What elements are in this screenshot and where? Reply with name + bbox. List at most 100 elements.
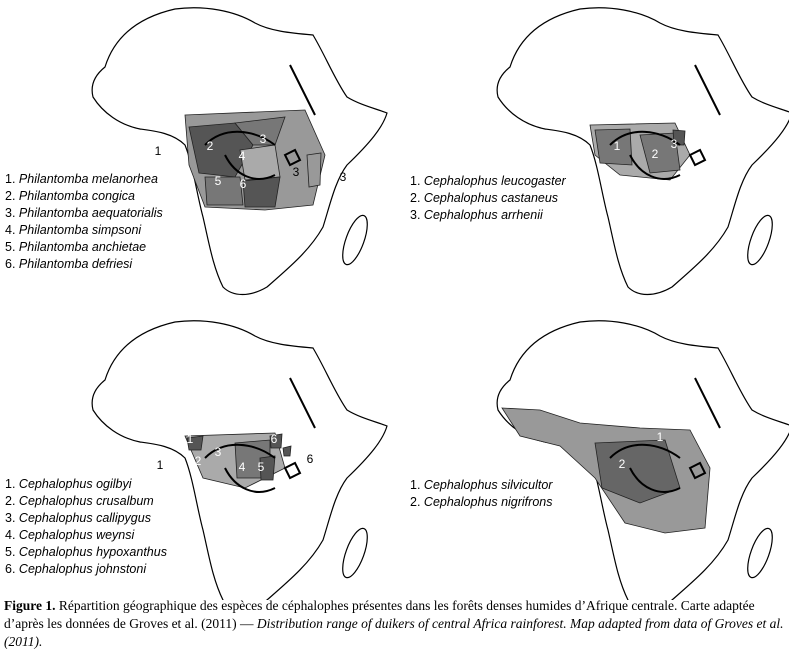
rivers <box>204 443 276 493</box>
caption-label: Figure 1. <box>4 598 56 613</box>
map <box>496 320 789 609</box>
lakes <box>688 377 721 480</box>
map-label: 1 <box>187 432 194 446</box>
legend-name: Cephalophus johnstoni <box>19 562 147 576</box>
map-label: 3 <box>671 137 678 151</box>
legend-item: 4. Philantomba simpsoni <box>5 223 142 237</box>
legend-number: 1. <box>5 172 15 186</box>
map-label: 3 <box>260 132 267 146</box>
legend-item: 5. Philantomba anchietae <box>5 240 146 254</box>
legend-number: 4. <box>5 528 15 542</box>
caption-french: Répartition géographique des espèces de … <box>4 598 755 631</box>
range-area <box>594 439 681 504</box>
legend-number: 3. <box>5 206 15 220</box>
legend-name: Cephalophus ogilbyi <box>19 477 133 491</box>
range-area <box>639 132 681 174</box>
legend-item: 3. Cephalophus callipygus <box>5 511 151 525</box>
map-label: 6 <box>307 452 314 466</box>
legend-name: Cephalophus castaneus <box>424 191 558 205</box>
legend-number: 3. <box>5 511 15 525</box>
legend-name: Philantomba melanorhea <box>19 172 158 186</box>
range-area <box>282 445 292 457</box>
legend-name: Cephalophus silvicultor <box>424 478 553 492</box>
legend-item: 6. Cephalophus johnstoni <box>5 562 147 576</box>
map <box>496 7 789 296</box>
legend-item: 2. Cephalophus nigrifrons <box>410 495 552 509</box>
map-label: 6 <box>271 432 278 446</box>
rivers <box>609 443 681 493</box>
map-label: 5 <box>215 174 222 188</box>
legend-number: 2. <box>5 494 15 508</box>
legend-item: 1. Cephalophus ogilbyi <box>5 477 133 491</box>
lakes <box>283 377 316 480</box>
legend-name: Philantomba defriesi <box>19 257 133 271</box>
legend-number: 3. <box>410 208 420 222</box>
legend-name: Cephalophus weynsi <box>19 528 136 542</box>
legend-number: 1. <box>410 174 420 188</box>
map-label: 2 <box>195 454 202 468</box>
rivers <box>609 130 681 180</box>
legend-item: 2. Cephalophus castaneus <box>410 191 558 205</box>
legend-number: 5. <box>5 545 15 559</box>
legend-item: 3. Cephalophus arrhenii <box>410 208 544 222</box>
range-area <box>242 176 281 208</box>
range-area <box>259 455 276 481</box>
legend-name: Philantomba simpsoni <box>19 223 143 237</box>
map-label: 6 <box>240 177 247 191</box>
madagascar <box>742 211 778 269</box>
rivers <box>204 130 276 180</box>
map-label: 2 <box>207 139 214 153</box>
map-label: 1 <box>157 458 164 472</box>
legend-item: 1. Cephalophus leucogaster <box>410 174 567 188</box>
map-label: 4 <box>239 149 246 163</box>
legend-name: Cephalophus hypoxanthus <box>19 545 167 559</box>
range-area <box>306 152 322 188</box>
map-label: 1 <box>155 144 162 158</box>
lakes <box>688 64 721 167</box>
map-label: 3 <box>215 445 222 459</box>
legend-item: 6. Philantomba defriesi <box>5 257 133 271</box>
legend-name: Philantomba anchietae <box>19 240 146 254</box>
map-label: 2 <box>619 457 626 471</box>
range-area <box>269 433 283 449</box>
caption-english: Distribution range of duikers of central… <box>4 616 784 649</box>
range-area <box>186 435 204 451</box>
legend-number: 5. <box>5 240 15 254</box>
legend-name: Cephalophus arrhenii <box>424 208 544 222</box>
map <box>91 7 388 296</box>
map-label: 5 <box>258 460 265 474</box>
range-area <box>594 128 633 166</box>
range-area <box>204 176 244 206</box>
map-label: 4 <box>239 460 246 474</box>
map <box>91 320 388 609</box>
legend-name: Philantomba aequatorialis <box>19 206 163 220</box>
legend-item: 2. Cephalophus crusalbum <box>5 494 154 508</box>
legend-number: 1. <box>5 477 15 491</box>
legend-name: Philantomba congica <box>19 189 135 203</box>
legend-number: 4. <box>5 223 15 237</box>
map-label: 2 <box>652 147 659 161</box>
legend-number: 2. <box>410 495 420 509</box>
legend-number: 2. <box>410 191 420 205</box>
legend-item: 4. Cephalophus weynsi <box>5 528 135 542</box>
lakes <box>283 64 316 167</box>
legend-item: 1. Cephalophus silvicultor <box>410 478 553 492</box>
map-label: 1 <box>657 430 664 444</box>
madagascar <box>337 211 373 269</box>
legend-number: 6. <box>5 257 15 271</box>
map-label: 1 <box>614 139 621 153</box>
legend-item: 1. Philantomba melanorhea <box>5 172 158 186</box>
legend-name: Cephalophus callipygus <box>19 511 151 525</box>
legend-name: Cephalophus leucogaster <box>424 174 567 188</box>
madagascar <box>742 524 778 582</box>
legend-number: 6. <box>5 562 15 576</box>
madagascar <box>337 524 373 582</box>
map-label: 3 <box>340 170 347 184</box>
legend-item: 2. Philantomba congica <box>5 189 135 203</box>
legend-name: Cephalophus nigrifrons <box>424 495 553 509</box>
legend-item: 3. Philantomba aequatorialis <box>5 206 163 220</box>
legend-number: 1. <box>410 478 420 492</box>
legend-number: 2. <box>5 189 15 203</box>
